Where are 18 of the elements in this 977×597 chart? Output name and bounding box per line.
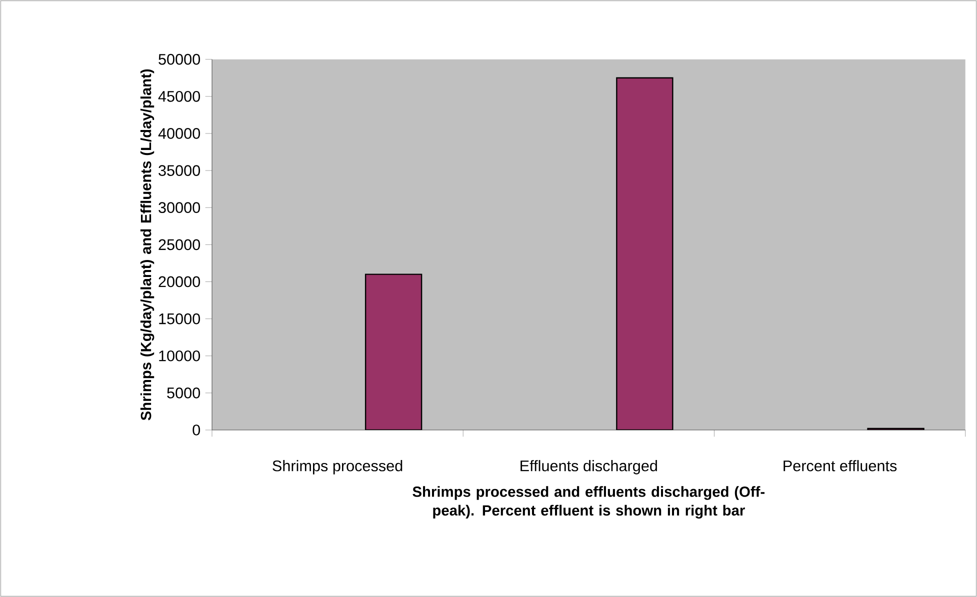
x-tick-label: Effluents discharged: [520, 460, 657, 474]
y-tick-label: 0: [192, 424, 200, 436]
bar: [616, 77, 674, 430]
x-tick-label: Percent effluents: [784, 460, 897, 472]
y-tick-label: 50000: [158, 54, 200, 65]
y-tick-label: 10000: [159, 350, 200, 362]
y-tick-label: 30000: [158, 202, 200, 214]
x-axis-title: Shrimps processed and effluents discharged (Off-peak). Percent effluent is shown in right bar: [412, 486, 764, 519]
y-tick-label: 25000: [158, 239, 200, 250]
bar: [364, 274, 422, 430]
x-tick-label: Shrimps processed: [272, 460, 402, 474]
y-tick-label: 20000: [158, 276, 200, 288]
y-tick-label: 40000: [158, 128, 200, 139]
y-tick-label: 5000: [167, 388, 200, 398]
y-tick-label: 45000: [158, 90, 200, 102]
y-tick-label: 35000: [158, 165, 200, 176]
y-axis-title: Shrimps (Kg/day/plant) and Effluents (L/day/plant): [140, 69, 154, 420]
y-tick-label: 15000: [159, 313, 200, 324]
